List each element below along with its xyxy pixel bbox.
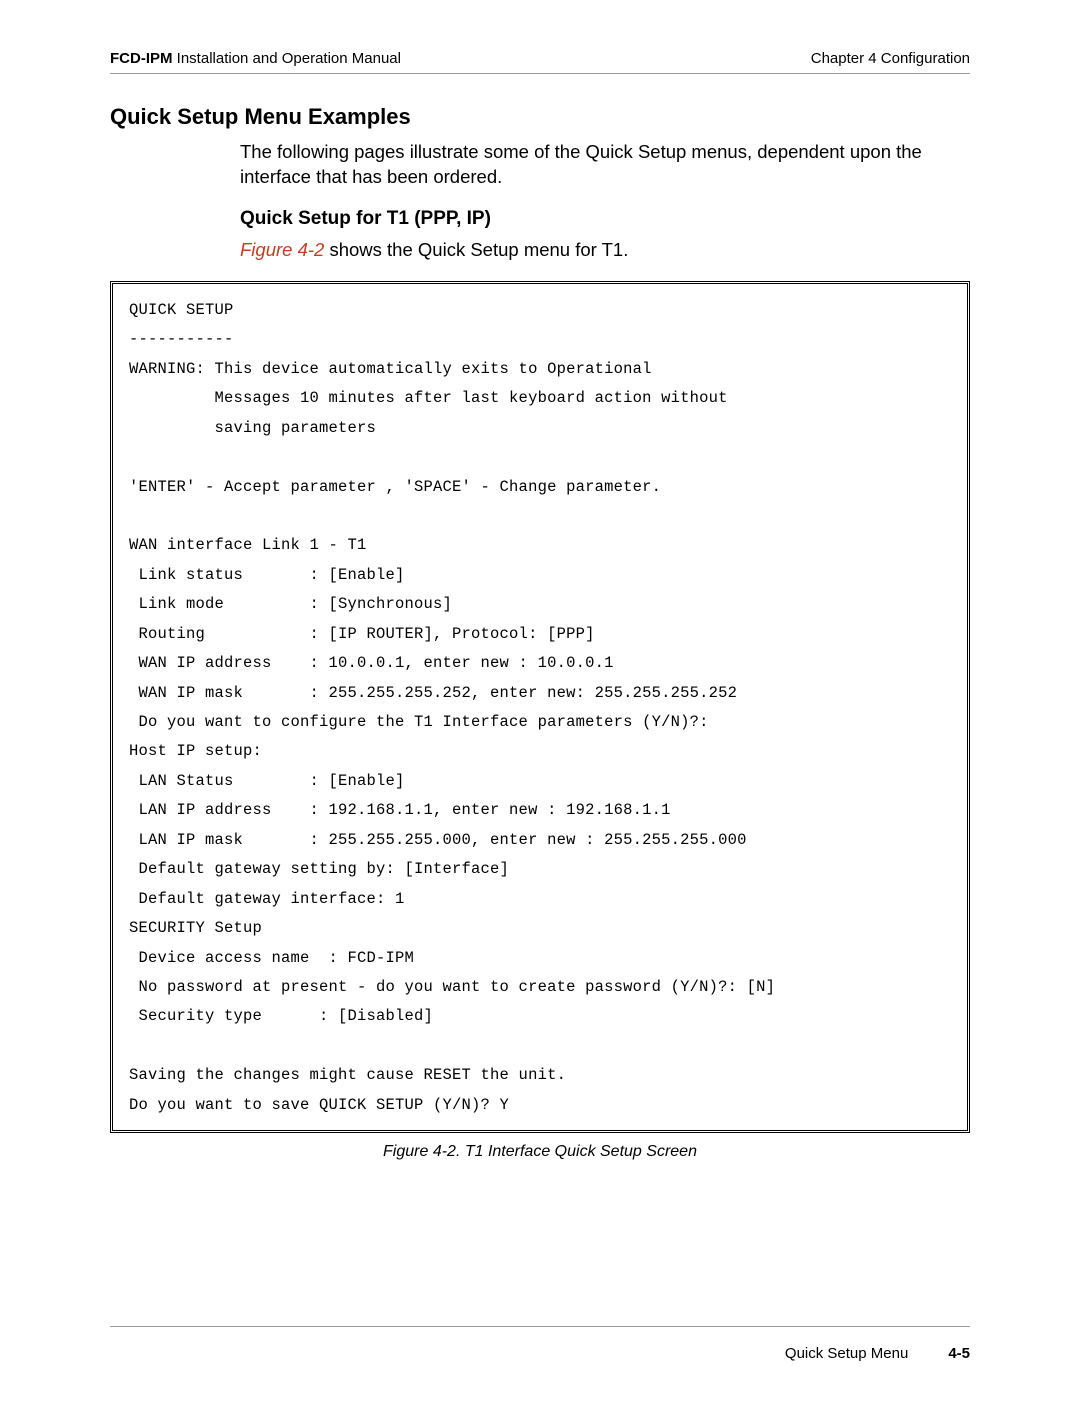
term-line: WAN IP address : 10.0.0.1, enter new : 1… [129,654,614,672]
intro-paragraph: The following pages illustrate some of t… [110,140,970,190]
figure-ref: Figure 4-2 [240,239,324,260]
chapter-label: Chapter 4 Configuration [811,50,970,67]
term-line: Routing : [IP ROUTER], Protocol: [PPP] [129,625,595,643]
term-line: LAN IP address : 192.168.1.1, enter new … [129,801,671,819]
term-line: saving parameters [129,419,376,437]
term-line: ----------- [129,330,234,348]
figure-ref-tail: shows the Quick Setup menu for T1. [324,239,628,260]
terminal-screenshot-box: QUICK SETUP ----------- WARNING: This de… [110,281,970,1133]
page-header: FCD-IPM Installation and Operation Manua… [110,50,970,74]
doc-title: Installation and Operation Manual [177,50,401,67]
term-line: Do you want to save QUICK SETUP (Y/N)? Y [129,1096,509,1114]
footer-page-number: 4-5 [948,1345,970,1362]
footer-section: Quick Setup Menu [785,1345,908,1362]
term-line: Host IP setup: [129,742,262,760]
term-line: QUICK SETUP [129,301,234,319]
term-line: Default gateway setting by: [Interface] [129,860,509,878]
term-line: Default gateway interface: 1 [129,890,405,908]
term-line: Device access name : FCD-IPM [129,949,424,967]
figure-caption: Figure 4-2. T1 Interface Quick Setup Scr… [110,1143,970,1161]
term-line: WAN IP mask : 255.255.255.252, enter new… [129,684,737,702]
figure-reference-line: Figure 4-2 shows the Quick Setup menu fo… [110,238,970,263]
term-line: 'ENTER' - Accept parameter , 'SPACE' - C… [129,478,661,496]
term-line: LAN IP mask : 255.255.255.000, enter new… [129,831,747,849]
term-line: WAN interface Link 1 - T1 [129,536,367,554]
term-line: No password at present - do you want to … [129,978,775,996]
term-line: Messages 10 minutes after last keyboard … [129,389,728,407]
term-line: SECURITY Setup [129,919,262,937]
manual-page: FCD-IPM Installation and Operation Manua… [0,0,1080,1402]
term-line: WARNING: This device automatically exits… [129,360,652,378]
term-line: LAN Status : [Enable] [129,772,405,790]
term-line: Link status : [Enable] [129,566,405,584]
term-line: Link mode : [Synchronous] [129,595,452,613]
subsection-heading: Quick Setup for T1 (PPP, IP) [110,208,970,230]
header-left: FCD-IPM Installation and Operation Manua… [110,50,401,67]
term-line: Do you want to configure the T1 Interfac… [129,713,709,731]
term-line: Saving the changes might cause RESET the… [129,1066,566,1084]
product-name: FCD-IPM [110,50,173,67]
page-footer: Quick Setup Menu 4-5 [110,1327,970,1362]
section-heading: Quick Setup Menu Examples [110,104,970,130]
term-line: Security type : [Disabled] [129,1007,433,1025]
